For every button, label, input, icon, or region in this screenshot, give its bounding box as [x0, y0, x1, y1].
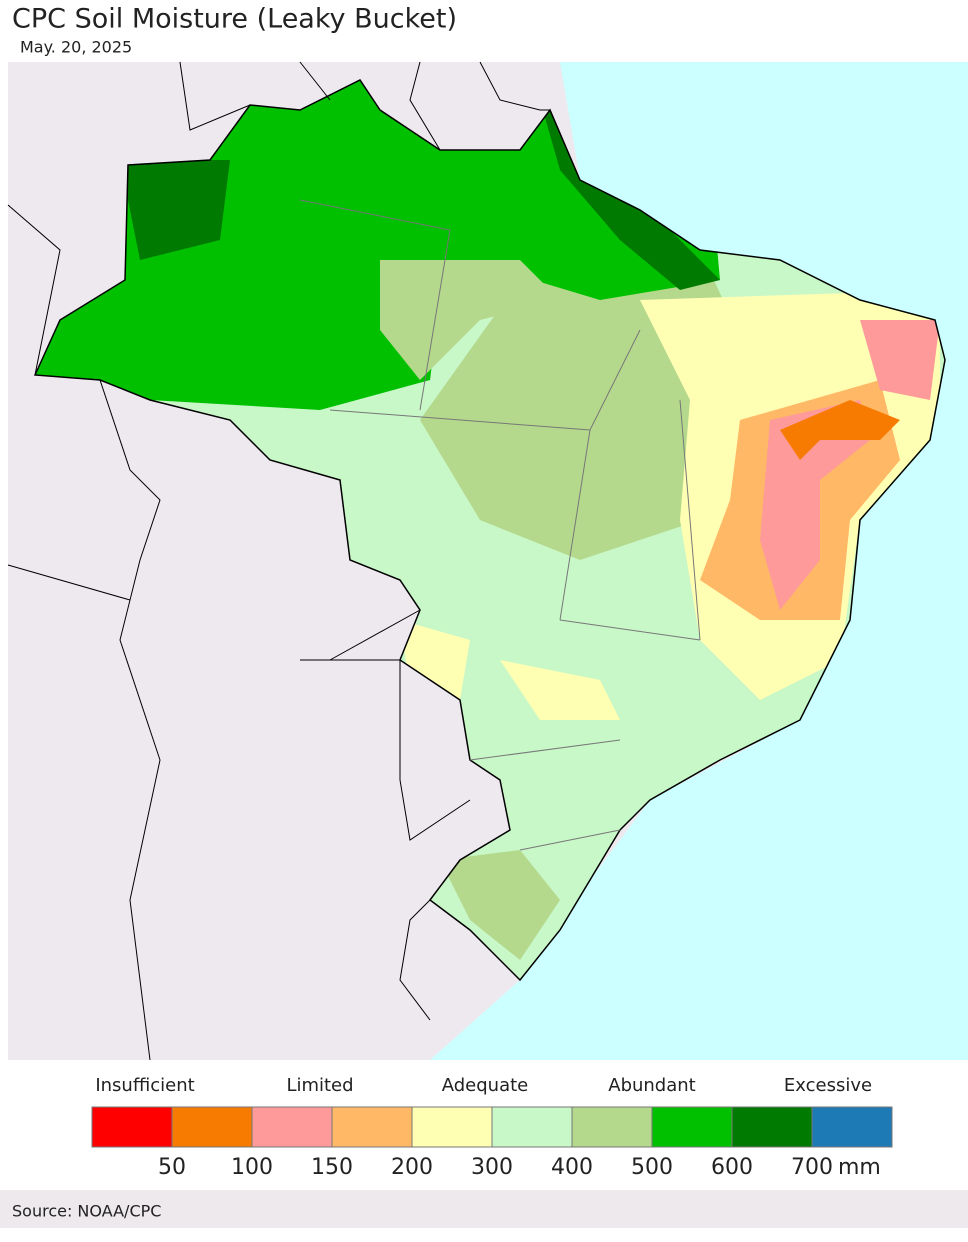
legend-tick-label: 600 — [711, 1155, 753, 1180]
legend-category: Abundant — [608, 1075, 695, 1096]
legend-tick-label: 50 — [158, 1155, 186, 1180]
legend-tick-label: 150 — [311, 1155, 353, 1180]
legend-category: Excessive — [784, 1075, 872, 1096]
legend-swatch — [91, 1106, 173, 1148]
brazil-border — [33, 79, 946, 982]
legend-swatch — [411, 1106, 493, 1148]
legend-swatch — [491, 1106, 573, 1148]
abundant-area — [380, 260, 560, 380]
legend-swatch — [171, 1106, 253, 1148]
legend-tick-label: 700 — [791, 1155, 833, 1180]
legend-tick-label: 200 — [391, 1155, 433, 1180]
source-bar — [0, 1190, 968, 1228]
ocean — [430, 62, 968, 1060]
dry-area — [400, 620, 620, 720]
legend-unit: mm — [838, 1155, 881, 1180]
legend-category: Adequate — [442, 1075, 529, 1096]
legend-category: Limited — [286, 1075, 353, 1096]
legend-swatch — [731, 1106, 813, 1148]
legend-tick-label: 100 — [231, 1155, 273, 1180]
legend-swatch — [571, 1106, 653, 1148]
legend-tick-label: 500 — [631, 1155, 673, 1180]
legend-category: Insufficient — [95, 1075, 194, 1096]
legend-tick-label: 400 — [551, 1155, 593, 1180]
legend-swatch — [651, 1106, 733, 1148]
legend-tick-label: 300 — [471, 1155, 513, 1180]
title: CPC Soil Moisture (Leaky Bucket) — [12, 4, 457, 35]
date: May. 20, 2025 — [20, 38, 132, 57]
source: Source: NOAA/CPC — [12, 1202, 161, 1221]
legend-swatch — [251, 1106, 333, 1148]
map — [7, 61, 968, 1061]
insufficient-area — [780, 400, 900, 460]
legend: Insufficient Limited Adequate Abundant Exces… — [91, 1075, 893, 1180]
abundant-area — [440, 850, 560, 960]
limited-area — [760, 320, 940, 610]
legend-swatch — [331, 1106, 413, 1148]
legend-swatch — [811, 1106, 893, 1148]
state-border — [299, 199, 701, 851]
country-border — [7, 61, 550, 1061]
